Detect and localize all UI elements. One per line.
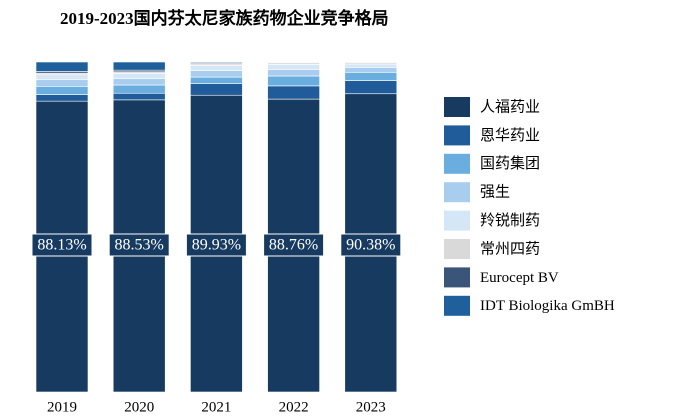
- bar-segment: [190, 61, 243, 64]
- x-tick-label: 2022: [279, 399, 309, 415]
- bar-segment: [344, 67, 398, 73]
- bar-segment: [190, 83, 243, 96]
- bar-segment: [112, 92, 166, 101]
- legend-label: 羚锐制药: [480, 212, 540, 229]
- legend-label: 人福药业: [480, 98, 540, 115]
- legend-swatch: [444, 239, 470, 259]
- bar-segment: [35, 86, 89, 95]
- x-tick-label: 2023: [356, 399, 386, 415]
- bar-segment: [344, 80, 398, 95]
- label-box: [263, 233, 325, 257]
- bar-segment: [344, 63, 398, 68]
- chart-title: 2019-2023国内芬太尼家族药物企业竞争格局: [60, 8, 389, 28]
- bar-segment: [267, 85, 320, 100]
- label-box: [31, 233, 93, 257]
- x-tick-label: 2019: [47, 399, 77, 415]
- legend-swatch: [444, 97, 470, 117]
- bar-segment: [35, 61, 89, 72]
- bar-segment: [35, 74, 89, 81]
- legend-label: 恩华药业: [480, 127, 540, 144]
- legend-swatch: [444, 125, 470, 146]
- legend-swatch: [444, 153, 470, 174]
- legend-label: Eurocept BV: [480, 270, 559, 286]
- data-label: 90.38%: [346, 237, 395, 254]
- data-label: 88.76%: [269, 237, 318, 254]
- data-label: 88.53%: [115, 237, 164, 254]
- bar-segment: [267, 69, 320, 77]
- bar-segment: [112, 61, 166, 71]
- label-box: [340, 233, 402, 257]
- x-tick-label: 2020: [124, 399, 154, 415]
- bar-segment: [190, 76, 243, 84]
- bar-segment: [190, 65, 243, 71]
- legend-swatch: [444, 210, 470, 231]
- label-box: [108, 233, 170, 257]
- legend-label: 强生: [480, 184, 510, 201]
- bar-segment: [35, 94, 89, 102]
- legend-swatch: [444, 295, 470, 316]
- bar-segment: [112, 73, 166, 79]
- bar-segment: [344, 71, 398, 81]
- data-label: 88.13%: [37, 237, 86, 254]
- legend-swatch: [444, 182, 470, 203]
- legend-label: IDT Biologika GmBH: [480, 298, 615, 314]
- data-label: 89.93%: [192, 237, 241, 254]
- label-box: [185, 233, 247, 257]
- x-tick-label: 2021: [201, 399, 231, 415]
- bar-segment: [112, 84, 166, 94]
- bar-segment: [35, 79, 89, 87]
- legend-label: 国药集团: [480, 155, 540, 172]
- legend-swatch: [444, 267, 470, 288]
- legend-label: 常州四药: [480, 240, 540, 257]
- bar-segment: [267, 75, 320, 87]
- bar-segment: [112, 78, 166, 86]
- bar-segment: [190, 70, 243, 78]
- bar-segment: [267, 64, 320, 70]
